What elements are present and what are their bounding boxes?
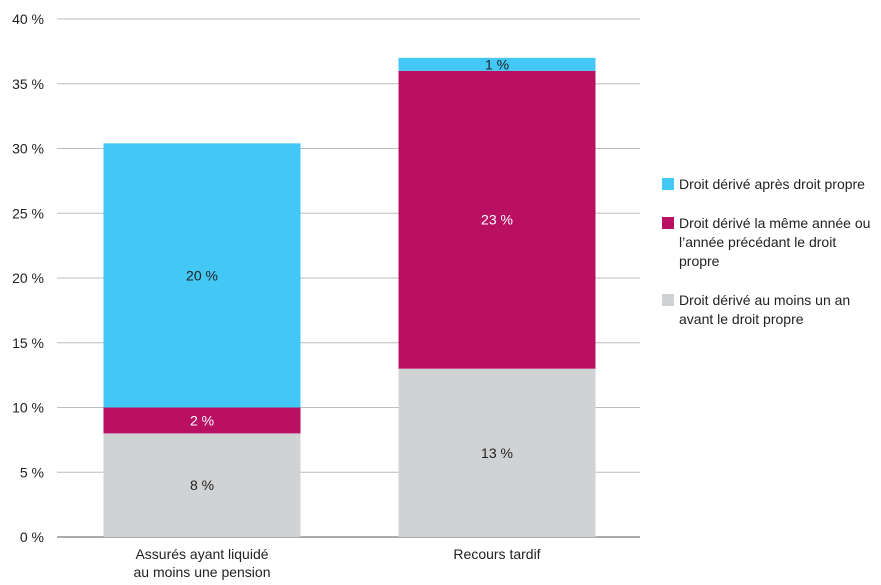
bar-segment (398, 70, 596, 369)
y-tick-label: 10 % (12, 400, 44, 416)
y-tick-label: 0 % (20, 529, 44, 545)
y-tick-label: 30 % (12, 141, 44, 157)
bar-segment (398, 57, 596, 71)
y-tick-label: 35 % (12, 76, 44, 92)
y-tick-label: 20 % (12, 270, 44, 286)
legend-swatch (662, 178, 674, 190)
data-label: 8 % (190, 477, 214, 493)
y-axis: 0 % 5 % 10 % 15 % 20 % 25 % 30 % 35 % 40 % (12, 11, 44, 545)
legend: Droit dérivé après droit propre Droit dér… (662, 175, 877, 349)
legend-label: Droit dérivé la même année ou l’année pr… (679, 215, 871, 269)
data-labels: 8 % 2 % 20 % 13 % 23 % 1 % (186, 56, 513, 493)
legend-swatch (662, 294, 674, 306)
legend-item: Droit dérivé la même année ou l’année pr… (662, 214, 877, 271)
x-category-label: au moins une pension (134, 564, 271, 580)
bar-segment (103, 433, 301, 537)
bars (103, 57, 596, 537)
legend-item: Droit dérivé après droit propre (662, 175, 877, 194)
x-axis: Assurés ayant liquidé au moins une pensio… (134, 546, 541, 580)
bar-segment (398, 368, 596, 537)
data-label: 23 % (481, 212, 513, 228)
y-tick-label: 25 % (12, 205, 44, 221)
data-label: 1 % (485, 56, 509, 72)
y-tick-label: 5 % (20, 464, 44, 480)
data-label: 2 % (190, 412, 214, 428)
legend-swatch (662, 217, 674, 229)
bar-segment (103, 143, 301, 408)
data-label: 20 % (186, 267, 218, 283)
y-tick-label: 15 % (12, 335, 44, 351)
bar-segment (103, 407, 301, 434)
legend-item: Droit dérivé au moins un an avant le dro… (662, 291, 877, 329)
x-category-label: Recours tardif (453, 546, 540, 562)
x-category-label: Assurés ayant liquidé (135, 546, 268, 562)
legend-label: Droit dérivé au moins un an avant le dro… (679, 292, 851, 327)
y-tick-label: 40 % (12, 11, 44, 27)
data-label: 13 % (481, 445, 513, 461)
legend-label: Droit dérivé après droit propre (679, 176, 865, 192)
